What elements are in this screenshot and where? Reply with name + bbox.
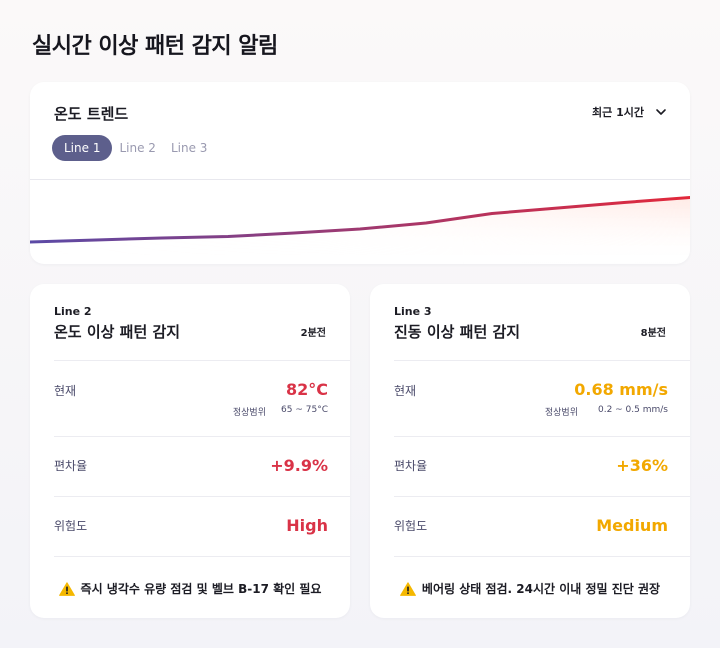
alert-card-line-3[interactable]: Line 3 진동 이상 패턴 감지 8분전 현재 0.68 mm/s 정상범위… [370,284,690,618]
current-label: 현재 [394,384,417,398]
alert-time: 8분전 [640,328,666,339]
alert-action: 베어링 상태 점검. 24시간 이내 정밀 진단 권장 [370,580,690,597]
page-title: 실시간 이상 패턴 감지 알림 [32,34,278,59]
normal-range-label: 정상범위 [544,408,578,418]
alert-action: 즉시 냉각수 유량 점검 및 벨브 B-17 확인 필요 [30,580,350,597]
deviation-value: +9.9% [270,456,328,475]
normal-range-value: 65 ~ 75°C [281,405,328,415]
trend-area-fill [30,197,690,264]
normal-range-label: 정상범위 [232,408,266,418]
alert-action-text: 즉시 냉각수 유량 점검 및 벨브 B-17 확인 필요 [80,582,322,596]
tab-line-3[interactable]: Line 3 [170,141,208,155]
risk-value: Medium [596,516,668,535]
divider [394,360,690,361]
divider [394,496,690,497]
alert-title: 진동 이상 패턴 감지 [394,323,521,341]
alert-time: 2분전 [300,328,326,339]
deviation-label: 편차율 [54,459,88,473]
temperature-trend-chart [30,196,690,264]
divider [394,556,690,557]
chart-divider [30,179,690,180]
trend-series-line [30,196,690,244]
divider [54,496,350,497]
alert-line-label: Line 2 [54,305,92,318]
current-label: 현재 [54,384,77,398]
divider [54,556,350,557]
line-tabs: Line 1 Line 2 Line 3 [52,135,217,161]
deviation-value: +36% [616,456,668,475]
warning-icon [400,581,416,596]
warning-icon [58,581,75,596]
divider [54,436,350,437]
risk-label: 위험도 [394,519,428,533]
tab-line-2[interactable]: Line 2 [119,141,156,155]
divider [54,360,350,361]
temperature-trend-card: 온도 트렌드 최근 1시간 Line 1 Line 2 Line 3 [30,82,690,264]
current-value: 0.68 mm/s [574,380,668,399]
current-value: 82°C [285,380,328,399]
risk-value: High [286,516,328,535]
chevron-down-icon [656,109,666,115]
deviation-label: 편차율 [394,459,428,473]
alert-card-line-2[interactable]: Line 2 온도 이상 패턴 감지 2분전 현재 82°C 정상범위 65 ~… [30,284,350,618]
alert-title: 온도 이상 패턴 감지 [54,323,181,341]
alert-action-text: 베어링 상태 점검. 24시간 이내 정밀 진단 권장 [421,582,661,596]
trend-title: 온도 트렌드 [54,105,129,123]
time-range-dropdown[interactable]: 최근 1시간 [592,104,668,120]
tab-line-1[interactable]: Line 1 [52,135,113,161]
divider [394,436,690,437]
normal-range-value: 0.2 ~ 0.5 mm/s [597,405,668,415]
time-range-label: 최근 1시간 [592,106,644,119]
alert-line-label: Line 3 [394,305,432,318]
risk-label: 위험도 [54,519,88,533]
